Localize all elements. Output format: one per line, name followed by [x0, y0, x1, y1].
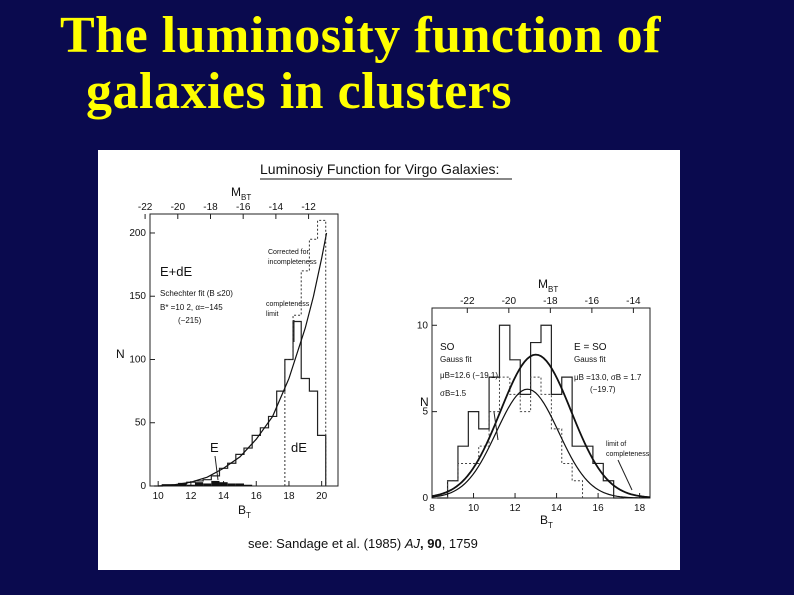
annotation-completeness-2: limit: [266, 311, 278, 318]
y-tick-label: 100: [129, 354, 146, 365]
so-pointer: [493, 411, 499, 441]
label-so: SO: [440, 342, 455, 353]
top-tick-label: -16: [236, 202, 251, 213]
x-tick-label: 20: [316, 491, 328, 502]
e-fit-2: μB =13.0, σB = 1.7: [574, 373, 642, 382]
x-tick-label: 10: [153, 491, 165, 502]
bar-e: [244, 484, 253, 486]
y-axis-label: N: [116, 347, 125, 361]
x-tick-label: 12: [509, 503, 521, 514]
citation-volume: , 90: [420, 536, 442, 551]
y-tick-label: 150: [129, 291, 146, 302]
citation-pages: , 1759: [442, 536, 478, 551]
limit-pointer: [617, 459, 633, 491]
top-axis-label: MBT: [538, 277, 558, 294]
so-fit-1: Gauss fit: [440, 355, 472, 364]
bar-e: [219, 482, 228, 486]
slide-title-line-2: galaxies in clusters: [86, 63, 512, 120]
top-tick-label: -20: [171, 202, 186, 213]
figure-svg: Luminosiy Function for Virgo Galaxies: s…: [116, 161, 651, 551]
annotation-corrected-2: incompleteness: [268, 259, 317, 266]
x-tick-label: 14: [551, 503, 563, 514]
annotation-completeness-1: completeness: [266, 301, 310, 308]
y-tick-label: 0: [422, 493, 428, 504]
x-tick-label: 10: [468, 503, 480, 514]
plot-frame: [431, 307, 651, 499]
figure-scan: Luminosiy Function for Virgo Galaxies: s…: [98, 150, 680, 570]
x-tick-label: 12: [185, 491, 197, 502]
top-axis-label: MBT: [231, 185, 251, 202]
label-e-so: E = SO: [574, 342, 607, 353]
top-tick-label: -22: [138, 202, 153, 213]
figure-heading: Luminosiy Function for Virgo Galaxies:: [260, 161, 499, 177]
bar-e: [194, 482, 204, 486]
label-e: E: [210, 440, 219, 455]
x-tick-label: 18: [634, 503, 646, 514]
y-tick-label: 10: [417, 320, 429, 331]
bar-e: [211, 480, 220, 486]
figure-citation: see: Sandage et al. (1985) AJ, 90, 1759: [248, 536, 478, 551]
top-tick-label: -14: [269, 202, 284, 213]
right-panel: 8 10 12 14 16 18 0 5 10 -22 -20 -18 -16 -14 MBT BT N SO Ga…: [417, 277, 651, 530]
top-tick-label: -18: [543, 296, 558, 307]
x-axis-label: BT: [540, 513, 553, 530]
plot-frame: [149, 213, 339, 487]
bar-e: [186, 484, 195, 486]
x-tick-label: 14: [218, 491, 230, 502]
citation-journal: AJ: [404, 536, 421, 551]
e-fit-1: Gauss fit: [574, 355, 606, 364]
fit-text-line2: B* =10 2, α=−145: [160, 303, 223, 312]
limit-label-2: completeness: [606, 451, 650, 458]
histogram-e-so: [437, 324, 625, 499]
fit-text-line3: (−215): [178, 316, 202, 325]
gauss-fit-e-so: [431, 353, 651, 499]
label-e-de: E+dE: [160, 264, 192, 279]
top-tick-label: -16: [585, 296, 600, 307]
x-tick-label: 16: [593, 503, 605, 514]
y-tick-label: 200: [129, 228, 146, 239]
gauss-fit-so: [431, 388, 651, 499]
slide-title: The luminosity function of galaxies in c…: [60, 8, 661, 120]
top-tick-label: -12: [301, 202, 316, 213]
slide-title-line-1: The luminosity function of: [60, 7, 661, 64]
x-tick-label: 18: [283, 491, 295, 502]
x-tick-label: 16: [251, 491, 263, 502]
e-pointer: [214, 455, 219, 481]
top-tick-label: -18: [203, 202, 218, 213]
bar-e: [170, 484, 179, 486]
bar-e: [178, 483, 187, 486]
so-fit-2: μB=12.6 (−19.1),: [440, 371, 500, 380]
limit-label-1: limit of: [606, 441, 626, 448]
top-tick-label: -20: [502, 296, 517, 307]
schechter-fit-curve: [158, 232, 328, 487]
y-axis-label: N: [420, 395, 429, 409]
annotation-corrected-1: Corrected for: [268, 249, 310, 256]
label-de: dE: [291, 440, 307, 455]
x-axis-label: BT: [238, 503, 251, 520]
bar-e: [203, 483, 212, 486]
e-fit-3: (−19.7): [590, 385, 616, 394]
top-tick-label: -14: [626, 296, 641, 307]
y-tick-label: 0: [140, 481, 146, 492]
citation-text: see: Sandage et al. (1985): [248, 536, 405, 551]
so-fit-3: σB=1.5: [440, 389, 467, 398]
y-tick-label: 5: [422, 407, 428, 418]
x-tick-label: 8: [429, 503, 435, 514]
top-tick-label: -22: [460, 296, 475, 307]
fit-text-line1: Schechter fit (B ≤20): [160, 289, 233, 298]
y-tick-label: 50: [135, 418, 147, 429]
bar-e: [227, 483, 236, 486]
bar-e: [235, 483, 244, 486]
histogram-corrected: [284, 219, 327, 486]
